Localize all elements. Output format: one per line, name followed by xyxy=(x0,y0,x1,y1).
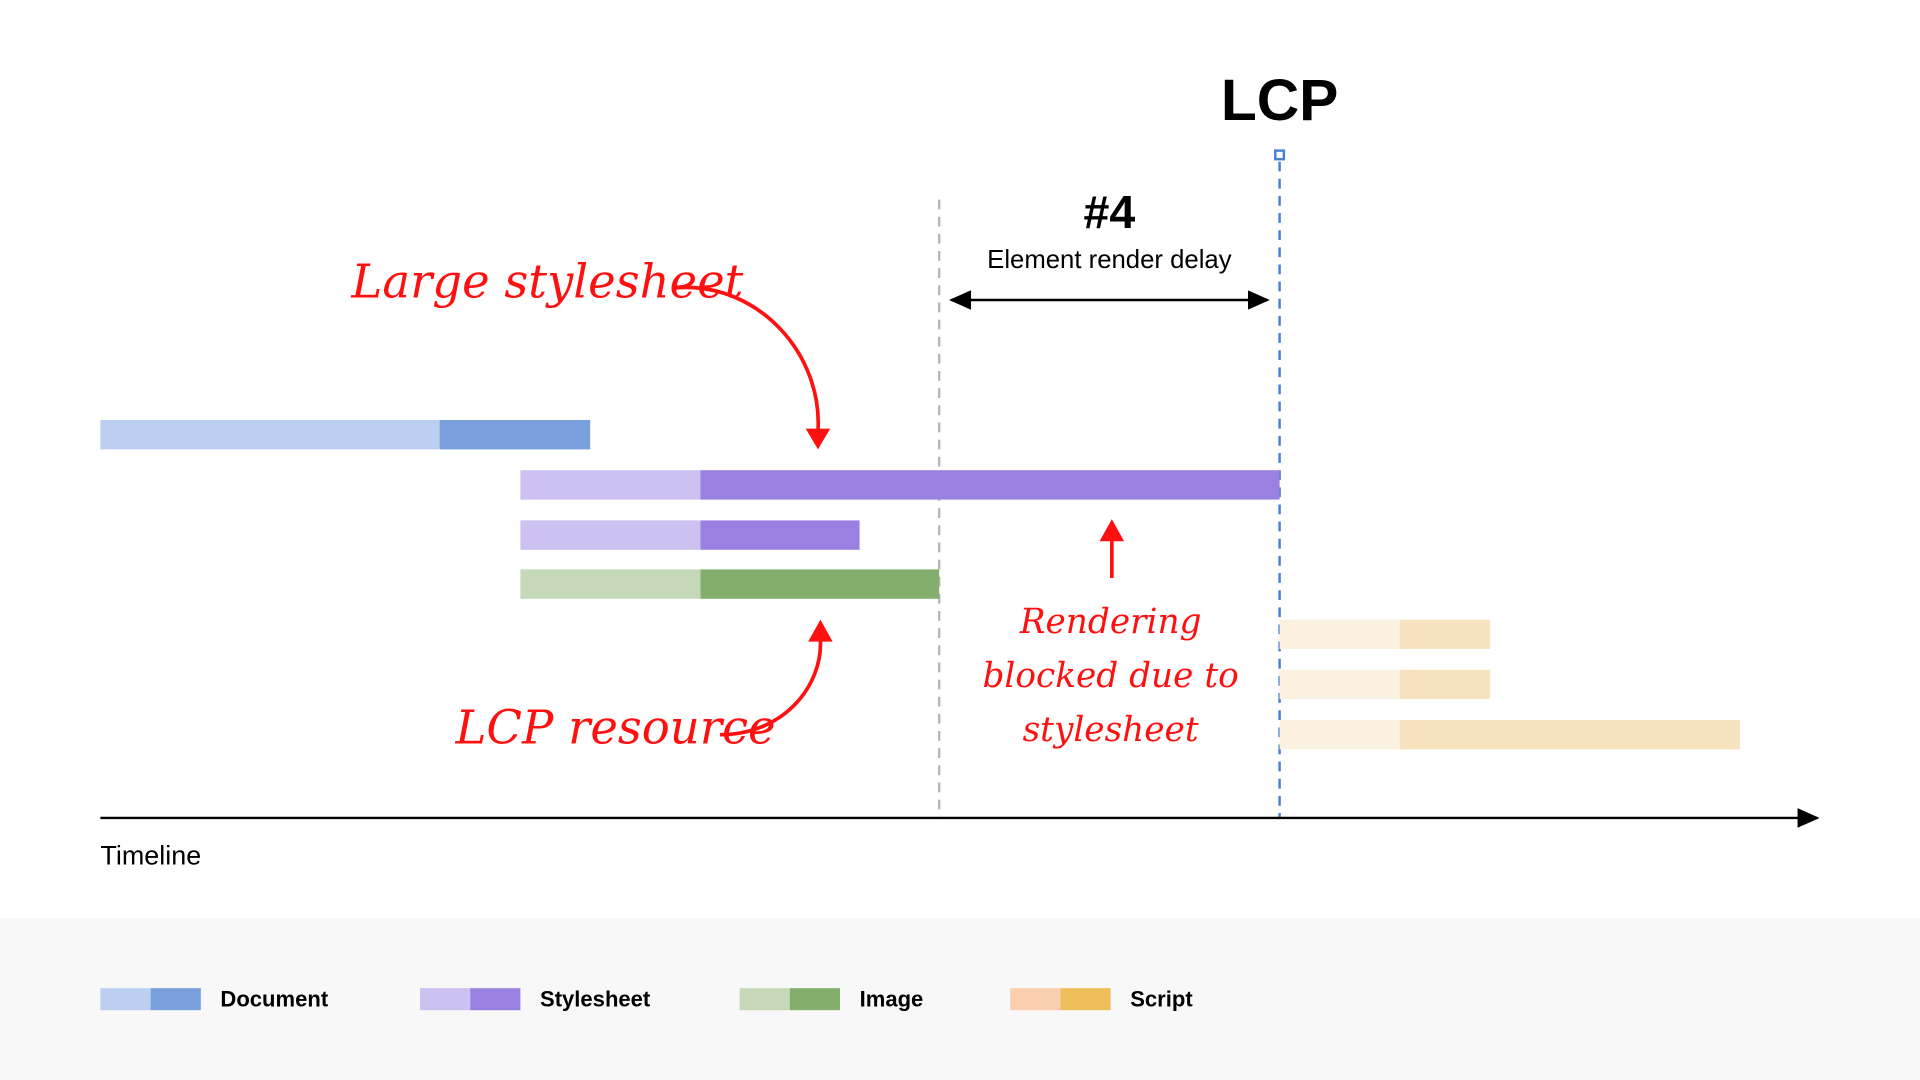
legend-panel xyxy=(0,918,1920,1080)
lcp-resource-arrowhead xyxy=(808,619,833,642)
annotation-lcp-resource: LCP resource xyxy=(455,700,776,755)
large-stylesheet-arrow xyxy=(675,285,820,432)
annotation-large-stylesheet: Large stylesheet xyxy=(351,254,744,309)
image-bar-lcp-resource-queue xyxy=(520,569,701,599)
render-blocked-arrowhead xyxy=(1099,519,1125,542)
legend-image: Image xyxy=(739,986,924,1011)
legend-swatch-light xyxy=(1010,988,1061,1011)
script-bar-queue xyxy=(1279,619,1400,649)
document-bar-queue xyxy=(100,420,440,450)
document-bar-download xyxy=(439,420,591,450)
legend-swatch-dark xyxy=(1060,988,1111,1011)
stylesheet-bar-large-queue xyxy=(520,470,701,500)
script-bar-download xyxy=(1399,720,1741,750)
script-bar-download xyxy=(1399,669,1491,700)
annotation-rendering-blocked: Rendering blocked due to stylesheet xyxy=(964,595,1258,757)
script-bar-queue xyxy=(1279,720,1400,750)
legend-label: Image xyxy=(859,986,924,1011)
legend-document: Document xyxy=(100,986,329,1011)
legend-swatch-dark xyxy=(470,988,521,1011)
large-stylesheet-arrowhead xyxy=(805,428,831,450)
lcp-label: LCP xyxy=(1220,68,1339,134)
image-bar-lcp-resource-download xyxy=(700,569,940,599)
legend-label: Script xyxy=(1130,986,1193,1011)
legend-script: Script xyxy=(1010,986,1193,1011)
script-bar-queue xyxy=(1279,669,1400,700)
lcp-marker xyxy=(1274,149,1286,161)
timeline-label: Timeline xyxy=(100,840,202,871)
legend-label: Document xyxy=(220,986,329,1011)
waterfall-bars xyxy=(100,420,1741,750)
legend-swatch-light xyxy=(100,988,151,1011)
legend-swatch-light xyxy=(420,988,471,1011)
annotation-line: blocked due to xyxy=(982,655,1239,696)
legend-swatch-dark xyxy=(150,988,201,1011)
legend-label: Stylesheet xyxy=(540,986,651,1011)
stylesheet-bar-large-download xyxy=(700,470,1280,500)
lcp-resource-arrow xyxy=(719,639,823,737)
legend-stylesheet: Stylesheet xyxy=(420,986,651,1011)
annotation-line: Rendering xyxy=(1019,601,1202,642)
legend-swatch-light xyxy=(739,988,790,1011)
phase-number: #4 xyxy=(1083,187,1136,239)
script-bar-download xyxy=(1399,619,1491,649)
legend-swatch-dark xyxy=(789,988,841,1011)
phase-label: Element render delay xyxy=(987,246,1232,275)
stylesheet-bar-queue xyxy=(520,520,701,550)
stylesheet-bar-download xyxy=(700,520,860,550)
annotation-line: stylesheet xyxy=(1022,708,1199,750)
